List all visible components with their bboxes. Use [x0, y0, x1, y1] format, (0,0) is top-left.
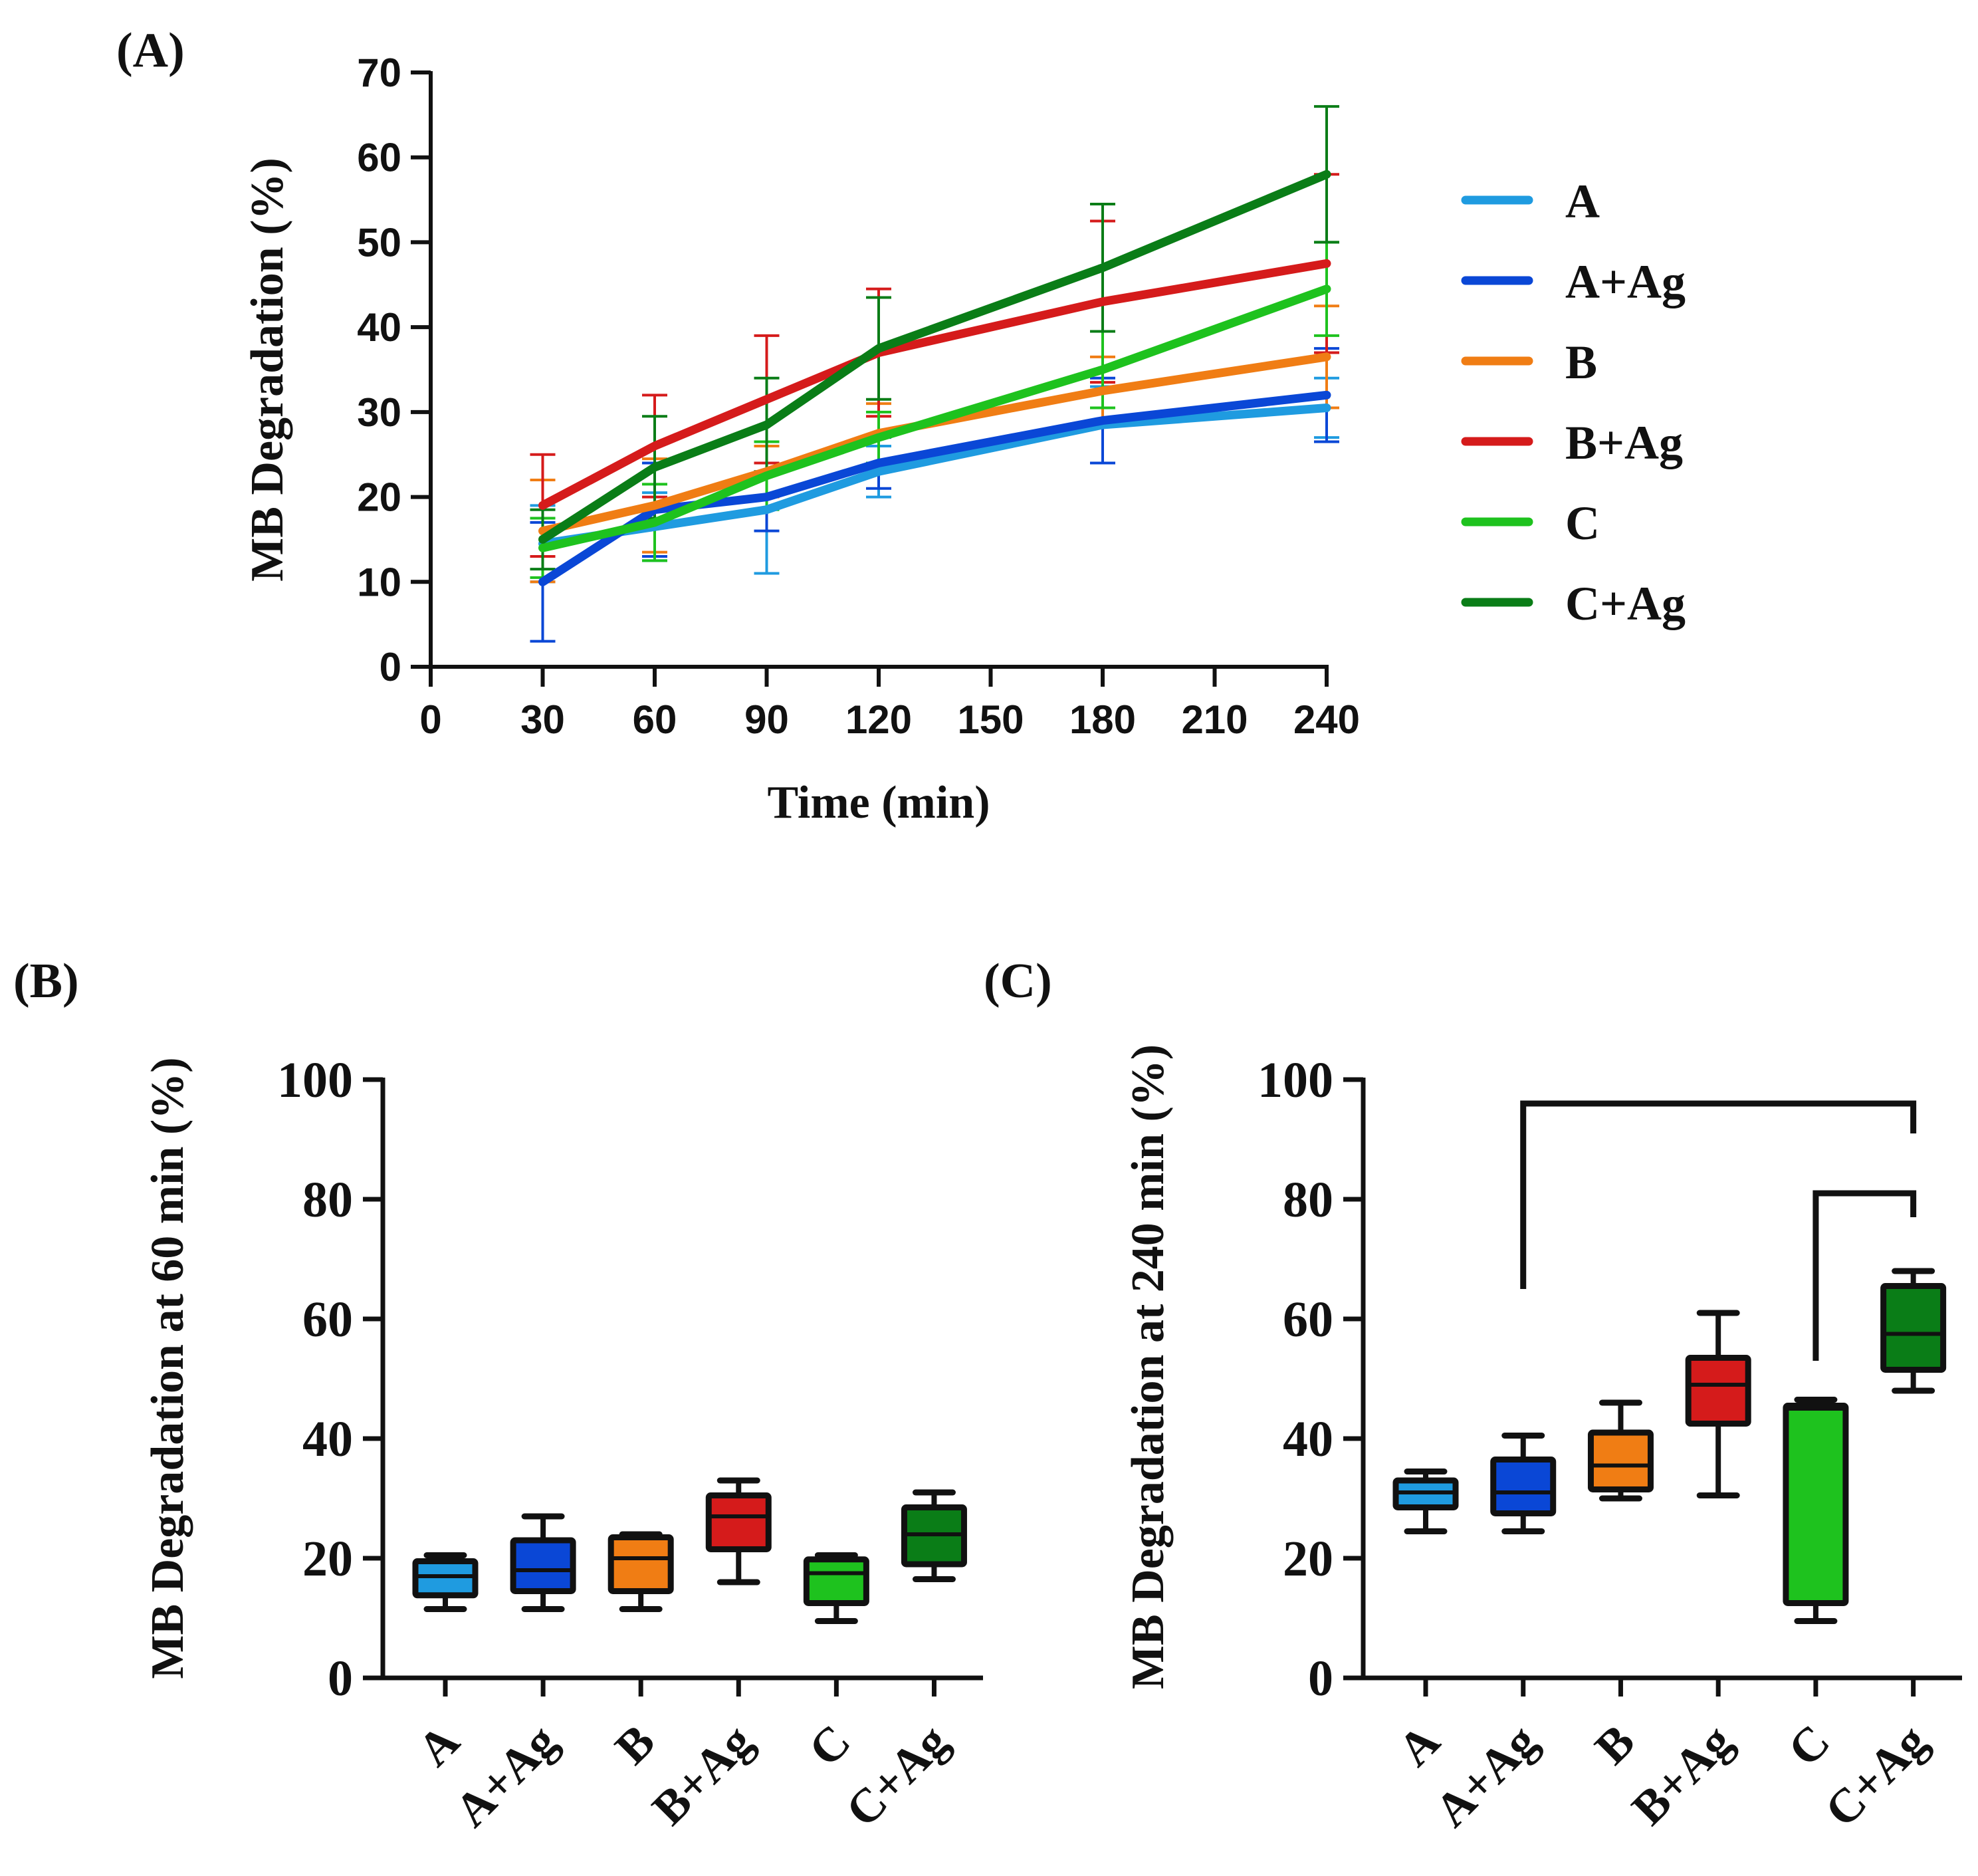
c-category-label-b-plus-ag: B+Ag [1622, 1714, 1743, 1835]
b-y-tick-label: 20 [302, 1531, 353, 1587]
a-y-tick-label: 20 [357, 475, 401, 520]
b-category-label-a: A [407, 1714, 469, 1776]
a-axes: 0 10 20 30 40 50 60 70 0 30 60 90 120 150 180 210 240 Tim… [242, 51, 1360, 828]
a-x-tick-label: 90 [744, 697, 789, 742]
c-box-b-plus-ag [1685, 1355, 1751, 1427]
c-significance-bracket [1520, 1100, 1917, 1289]
c-category-label-c-plus-ag: C+Ag [1814, 1714, 1937, 1837]
c-box-c [1783, 1403, 1849, 1606]
c-y-tick-label: 80 [1283, 1172, 1333, 1228]
b-y-tick-label: 40 [302, 1411, 353, 1467]
b-box-b-plus-ag [705, 1492, 772, 1552]
a-x-tick-label: 210 [1181, 697, 1248, 742]
c-category-label-a-plus-ag: A+Ag [1424, 1714, 1547, 1837]
b-box-a [412, 1558, 479, 1599]
a-legend: A A+Ag B B+Ag C C+Ag [1461, 175, 1686, 630]
b-category-label-a-plus-ag: A+Ag [445, 1714, 568, 1837]
legend-label-b: B [1565, 336, 1597, 389]
b-y-tick-label: 60 [302, 1292, 353, 1348]
c-y-tick-label: 40 [1283, 1411, 1333, 1467]
a-y-axis-title: MB Degradation (%) [242, 158, 293, 582]
b-y-tick-label: 80 [302, 1172, 353, 1228]
c-box-b [1587, 1429, 1654, 1492]
b-box-c [803, 1556, 869, 1607]
a-y-tick-label: 0 [380, 645, 401, 689]
legend-label-a-plus-ag: A+Ag [1565, 255, 1686, 308]
a-series-line-c [538, 285, 1331, 552]
b-y-tick-label: 0 [328, 1651, 353, 1706]
a-y-tick-label: 70 [357, 51, 401, 95]
legend-label-b-plus-ag: B+Ag [1565, 416, 1683, 469]
c-category-label-a: A [1388, 1714, 1450, 1776]
a-x-tick-label: 30 [520, 697, 565, 742]
b-category-label-b: B [605, 1714, 665, 1775]
a-x-tick-label: 60 [633, 697, 677, 742]
b-category-label-b-plus-ag: B+Ag [642, 1714, 763, 1835]
b-y-tick-label: 100 [277, 1052, 353, 1108]
b-category-label-c: C [798, 1714, 860, 1776]
a-y-tick-label: 60 [357, 136, 401, 180]
panel-a-label: (A) [116, 23, 185, 78]
c-box-a-plus-ag [1490, 1457, 1557, 1516]
b-box-b [607, 1534, 674, 1594]
a-x-tick-label: 180 [1069, 697, 1136, 742]
a-series-line-c-plus-ag [538, 170, 1331, 544]
panel-c-label: (C) [984, 954, 1052, 1008]
a-x-tick-label: 240 [1293, 697, 1360, 742]
c-box-c-plus-ag [1880, 1283, 1947, 1373]
line-chart-a: 0 10 20 30 40 50 60 70 0 30 60 90 120 150 180 210 240 Tim… [242, 51, 1686, 828]
a-x-tick-label: 0 [419, 697, 441, 742]
c-y-axis-title: MB Degradation at 240 min (%) [1123, 1044, 1174, 1689]
a-y-tick-label: 10 [357, 560, 401, 604]
a-series-line-b-plus-ag [538, 259, 1331, 510]
a-x-axis-title: Time (min) [767, 777, 990, 828]
a-x-tick-label: 120 [845, 697, 912, 742]
a-y-tick-label: 30 [357, 390, 401, 435]
c-y-tick-label: 0 [1308, 1651, 1333, 1706]
legend-label-c-plus-ag: C+Ag [1565, 577, 1686, 630]
box-chart-b: AA+Ag BB+Ag CC+Ag 0 20 40 60 80 100 MB Degradatio… [142, 1052, 983, 1837]
panel-b-label: (B) [13, 954, 79, 1008]
a-series-lines [538, 170, 1331, 586]
c-category-label-c: C [1778, 1714, 1840, 1776]
a-y-tick-label: 50 [357, 220, 401, 265]
a-series-line-a-plus-ag [538, 390, 1331, 586]
b-y-axis-title: MB Degradation at 60 min (%) [142, 1057, 193, 1679]
c-y-tick-label: 20 [1283, 1531, 1333, 1587]
c-significance-bracket [1813, 1190, 1917, 1361]
a-x-tick-label: 150 [957, 697, 1024, 742]
box-chart-c: AA+Ag BB+Ag CC+Ag 0 20 40 60 80 100 MB Degradatio… [1123, 1044, 1962, 1837]
legend-label-a: A [1565, 175, 1600, 228]
b-box-a-plus-ag [510, 1537, 576, 1594]
a-y-tick-label: 40 [357, 305, 401, 350]
c-y-tick-label: 100 [1258, 1052, 1333, 1108]
c-y-tick-label: 60 [1283, 1292, 1333, 1348]
c-category-label-b: B [1585, 1714, 1645, 1775]
b-category-label-c-plus-ag: C+Ag [835, 1714, 958, 1837]
legend-label-c: C [1565, 497, 1600, 550]
